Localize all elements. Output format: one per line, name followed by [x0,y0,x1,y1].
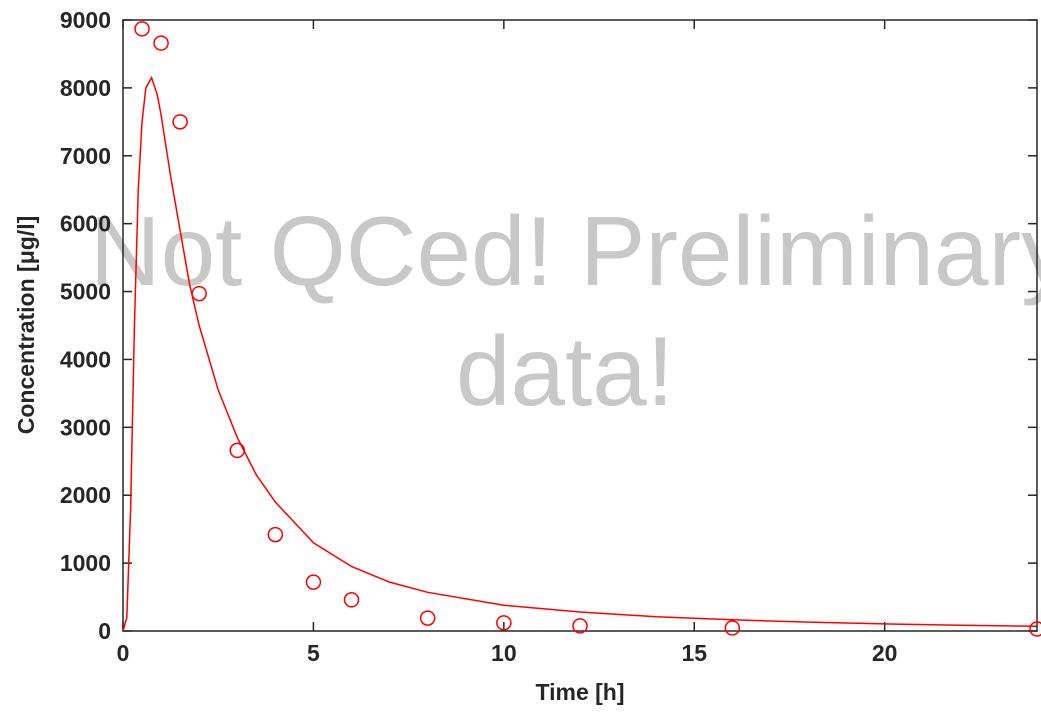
plot-frame [122,19,1038,632]
x-tick-label: 20 [872,640,898,666]
y-tick-label: 1000 [60,550,111,576]
data-point [572,618,588,634]
y-tick-label: 6000 [60,211,111,237]
y-tick-label: 3000 [60,414,111,440]
watermark: data! [456,316,674,426]
fit-line [122,75,1038,632]
data-point [1029,621,1041,637]
x-axis-label: Time [h] [535,679,624,705]
data-point [305,574,322,590]
data-point [134,21,150,37]
data-point [496,615,512,631]
y-tick-label: 4000 [60,346,111,372]
x-tick-label: 10 [491,640,517,666]
data-point [267,526,284,543]
x-tick-label: 15 [681,640,707,666]
data-point [172,114,188,130]
y-tick-label: 8000 [60,75,111,101]
y-tick-label: 0 [98,618,111,644]
y-tick-label: 2000 [60,482,111,508]
x-tick-label: 0 [117,640,130,666]
watermark: Not QCed! Preliminary [90,196,1041,306]
data-point [153,35,169,51]
x-tick-label: 5 [307,640,320,666]
y-axis-label: Concentration [μg/l] [13,216,39,435]
y-tick-label: 5000 [60,279,111,305]
data-point [343,592,360,608]
data-point [419,610,436,626]
data-point [724,620,741,636]
y-tick-label: 7000 [60,143,111,169]
y-tick-label: 9000 [60,7,111,33]
